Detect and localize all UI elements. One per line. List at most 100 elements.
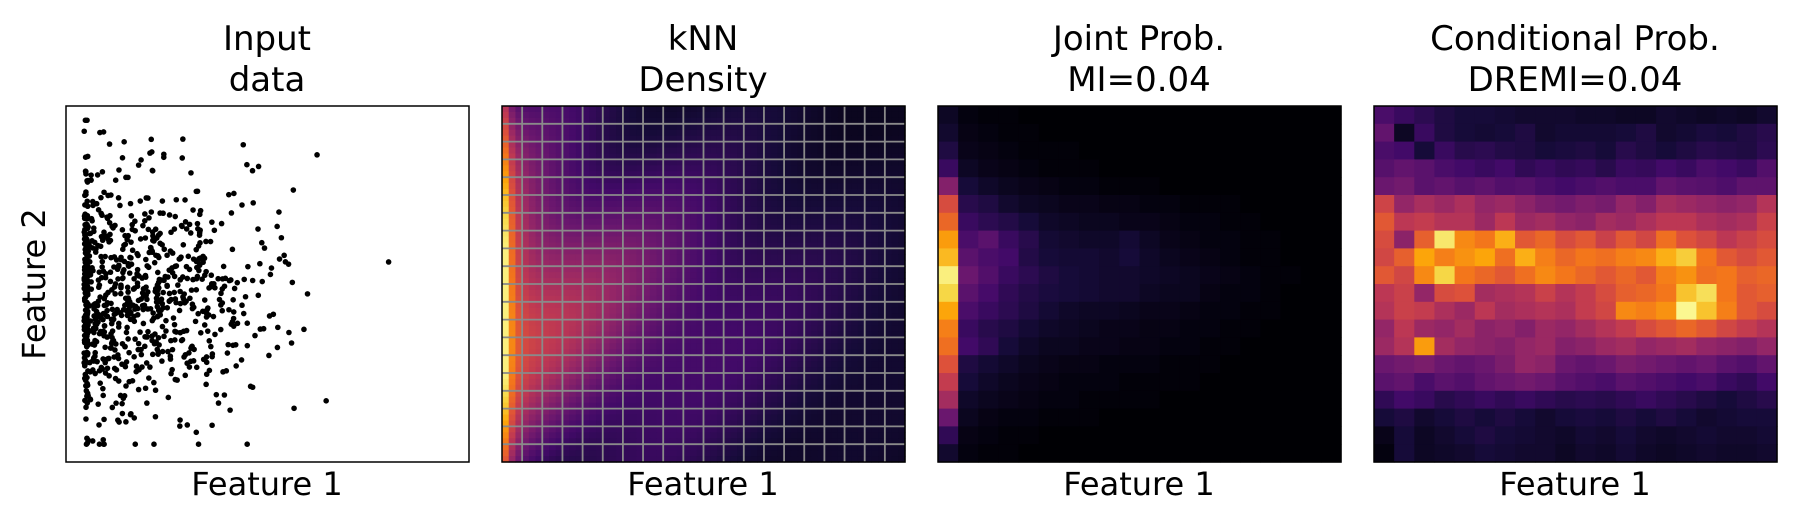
density-cell xyxy=(790,212,799,220)
density-cell xyxy=(696,444,705,451)
scatter-point xyxy=(203,381,209,388)
density-cell xyxy=(589,367,597,374)
scatter-point xyxy=(121,258,128,265)
density-cell xyxy=(730,123,738,131)
density-cell xyxy=(609,165,617,172)
density-cell xyxy=(716,117,725,125)
density-cell xyxy=(790,106,799,113)
scatter-point xyxy=(261,245,268,251)
density-cell xyxy=(622,367,631,374)
density-cell xyxy=(723,153,731,160)
density-cell xyxy=(522,408,530,416)
density-cell xyxy=(683,123,691,131)
density-cell xyxy=(582,183,590,190)
density-cell xyxy=(643,331,651,338)
density-cell xyxy=(810,390,819,398)
density-cell xyxy=(851,337,859,344)
density-cell xyxy=(851,147,859,155)
density-cell xyxy=(690,171,698,178)
density-cell xyxy=(636,307,644,315)
density-cell xyxy=(824,456,832,463)
density-cell xyxy=(797,444,805,451)
density-cell xyxy=(804,426,812,433)
density-cell xyxy=(663,141,671,149)
density-cell xyxy=(730,242,738,249)
density-cell xyxy=(737,236,745,244)
density-cell xyxy=(891,444,899,451)
density-cell xyxy=(535,319,543,327)
density-cell xyxy=(683,230,691,238)
density-cell xyxy=(629,123,637,131)
density-cell xyxy=(522,129,530,137)
density-cell xyxy=(555,200,564,208)
density-cell xyxy=(669,361,678,368)
density-cell xyxy=(676,426,684,433)
density-cell xyxy=(857,183,866,190)
density-cell xyxy=(878,438,886,445)
density-cell xyxy=(515,224,523,232)
density-cell xyxy=(549,390,557,398)
density-cell xyxy=(784,153,792,160)
scatter-point xyxy=(152,413,159,420)
joint-prob-cell xyxy=(1220,195,1241,214)
density-cell xyxy=(542,212,550,220)
scatter-point xyxy=(192,318,199,325)
density-cell xyxy=(837,408,846,416)
density-cell xyxy=(649,230,658,238)
joint-prob-cell xyxy=(1179,373,1201,392)
density-cell xyxy=(810,177,819,184)
density-cell xyxy=(703,367,711,374)
density-cell xyxy=(582,438,590,445)
scatter-point xyxy=(193,275,200,282)
density-cell xyxy=(703,361,711,368)
joint-prob-cell xyxy=(1179,123,1201,143)
density-cell xyxy=(569,200,577,208)
density-cell xyxy=(622,189,631,196)
density-cell xyxy=(569,284,577,291)
density-cell xyxy=(737,260,745,267)
density-cell xyxy=(582,224,590,232)
conditional-prob-cell xyxy=(1656,106,1677,125)
density-cell xyxy=(515,313,523,321)
density-cell xyxy=(790,278,799,285)
density-cell xyxy=(616,260,624,267)
density-cell xyxy=(710,390,718,398)
density-cell xyxy=(790,123,799,131)
density-cell xyxy=(844,438,852,445)
density-cell xyxy=(871,260,879,267)
joint-prob-cell xyxy=(1159,248,1181,267)
joint-prob-cell xyxy=(938,195,959,214)
density-cell xyxy=(757,236,765,244)
density-cell xyxy=(676,355,684,362)
density-cell xyxy=(609,355,617,362)
density-cell xyxy=(602,367,611,374)
density-cell xyxy=(515,361,523,368)
density-cell xyxy=(542,313,550,321)
density-cell xyxy=(770,432,778,439)
scatter-point xyxy=(197,211,203,218)
density-cell xyxy=(596,361,604,368)
scatter-point xyxy=(126,270,133,276)
joint-prob-cell xyxy=(978,337,1000,356)
density-cell xyxy=(522,159,530,166)
density-cell xyxy=(562,135,570,143)
scatter-point xyxy=(186,266,193,273)
density-cell xyxy=(549,266,557,273)
density-cell xyxy=(636,195,644,202)
density-cell xyxy=(844,106,852,113)
density-cell xyxy=(777,135,785,143)
density-cell xyxy=(535,195,543,202)
scatter-point xyxy=(90,301,97,308)
joint-prob-cell xyxy=(1038,373,1060,392)
density-cell xyxy=(555,129,564,137)
density-cell xyxy=(616,367,624,374)
density-cell xyxy=(569,444,577,451)
density-cell xyxy=(777,319,785,327)
density-cell xyxy=(743,378,752,386)
density-cell xyxy=(884,420,893,427)
density-cell xyxy=(891,254,899,261)
density-cell xyxy=(636,361,644,368)
density-cell xyxy=(837,260,846,267)
density-cell xyxy=(810,420,819,427)
density-cell xyxy=(710,432,718,439)
